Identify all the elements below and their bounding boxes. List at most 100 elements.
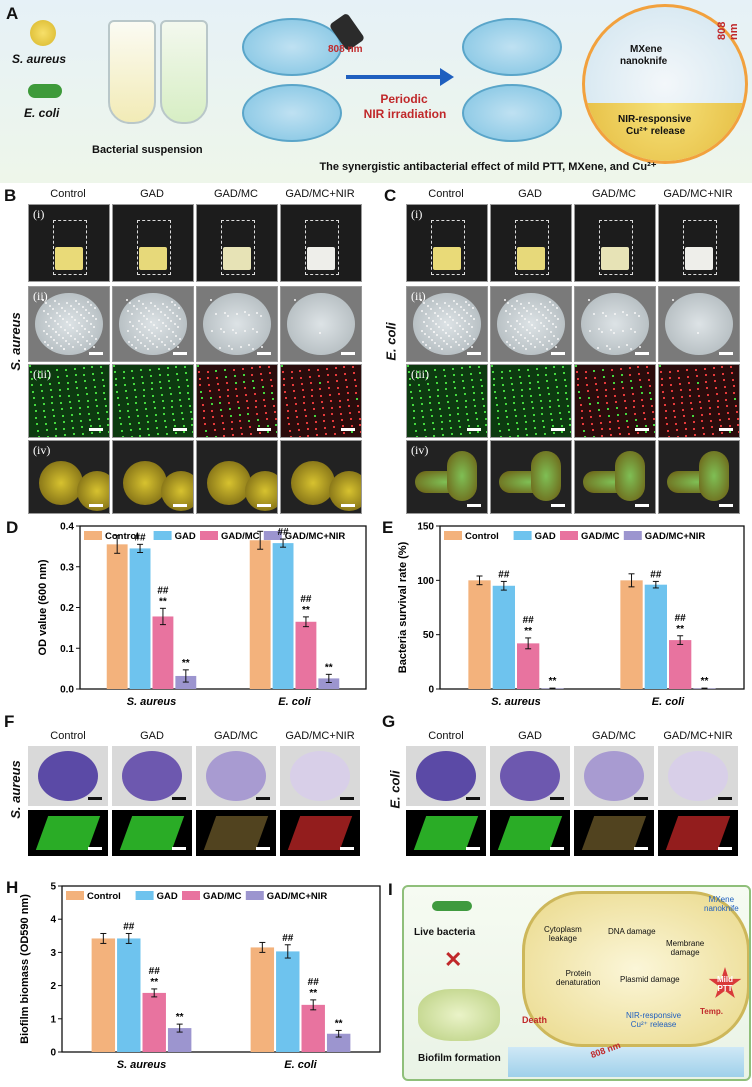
stain-dot — [639, 379, 641, 382]
crystal-violet-well — [121, 750, 183, 802]
colony-dot — [93, 307, 96, 310]
significance-mark: ** — [159, 596, 167, 607]
stain-dot — [693, 427, 696, 430]
stain-dot — [434, 369, 437, 372]
stain-dot — [225, 382, 228, 385]
stain-dot — [159, 380, 162, 383]
crystal-violet-well — [205, 750, 267, 802]
process-arrow — [346, 68, 454, 86]
colony-dot — [210, 329, 213, 332]
stain-dot — [68, 394, 71, 397]
stain-dot — [549, 406, 552, 409]
significance-mark: ## — [277, 527, 289, 538]
stain-dot — [638, 372, 641, 375]
colony-dot — [525, 328, 528, 331]
stain-dot — [65, 368, 67, 371]
stain-dot — [698, 394, 701, 397]
stain-dot — [579, 397, 581, 400]
stain-dot — [536, 374, 539, 377]
colony-dot — [127, 310, 130, 313]
stain-dot — [192, 430, 193, 433]
stain-dot — [55, 434, 58, 437]
stain-dot — [651, 404, 653, 407]
panel-g-row-label: E. coli — [387, 770, 403, 809]
stain-dot — [177, 385, 180, 388]
stain-dot — [557, 398, 560, 401]
colony-dot — [59, 345, 62, 348]
stain-dot — [409, 384, 412, 387]
stain-dot — [703, 433, 705, 436]
stain-dot — [589, 409, 592, 412]
vial-outline — [137, 220, 171, 276]
stain-dot — [643, 418, 646, 421]
colony-dot — [159, 330, 162, 333]
stain-dot — [272, 398, 275, 401]
colony-dot — [422, 321, 425, 324]
colony-dot — [137, 319, 140, 322]
colony-dot — [612, 332, 615, 335]
stain-dot — [45, 429, 48, 432]
column-header: GAD/MC+NIR — [663, 188, 733, 200]
sem-bacterium — [615, 451, 645, 501]
stain-dot — [659, 371, 662, 374]
stain-dot — [460, 367, 463, 370]
stain-dot — [661, 384, 664, 387]
colony-dot — [247, 314, 250, 317]
stain-dot — [198, 377, 201, 380]
stain-dot — [691, 408, 693, 411]
stain-dot — [166, 367, 169, 370]
y-tick-label: 0 — [50, 1048, 56, 1059]
colony-dot — [60, 306, 63, 309]
stain-dot — [565, 391, 568, 394]
crystal-violet-well — [667, 750, 729, 802]
tube-s-aureus — [108, 20, 156, 124]
colony-dot — [65, 320, 68, 323]
stain-dot — [727, 411, 729, 414]
colony-dot — [144, 306, 147, 309]
stain-dot — [273, 404, 275, 407]
stain-dot — [264, 405, 267, 408]
nir-responsive-label: NIR-responsive — [618, 114, 692, 125]
colony-dot — [588, 329, 591, 332]
micrograph-cell: (i) — [406, 204, 488, 282]
stain-dot — [132, 376, 135, 379]
bacterium-surface — [585, 103, 745, 161]
colony-dot — [420, 299, 423, 302]
stain-dot — [447, 401, 449, 403]
colony-dot — [696, 332, 699, 335]
colony-dot — [548, 320, 551, 323]
stain-dot — [612, 381, 615, 384]
colony-dot — [444, 301, 447, 304]
stain-dot — [561, 431, 564, 434]
stain-dot — [479, 378, 482, 381]
stain-dot — [113, 365, 115, 367]
stain-dot — [667, 436, 670, 437]
stain-dot — [88, 412, 91, 415]
stain-dot — [220, 408, 223, 411]
panel-f-image-grid: F S. aureus Control GAD GAD/MC GAD/MC+NIR — [0, 710, 374, 858]
stain-dot — [676, 435, 679, 437]
colony-dot — [172, 312, 175, 315]
stain-dot — [353, 378, 356, 381]
stain-dot — [242, 374, 245, 377]
stain-dot — [123, 377, 126, 380]
stain-dot — [729, 431, 732, 434]
bar — [272, 543, 294, 689]
stain-dot — [499, 429, 501, 432]
panel-letter-b: B — [4, 186, 17, 205]
colony-dot — [84, 328, 87, 331]
colony-dot — [239, 346, 242, 349]
stain-dot — [679, 383, 681, 385]
colony-dot — [47, 343, 50, 346]
scale-bar — [89, 428, 103, 431]
legend-label: GAD — [535, 531, 556, 542]
stain-dot — [732, 385, 735, 388]
stain-dot — [715, 386, 717, 389]
stain-dot — [355, 391, 358, 394]
stain-dot — [735, 411, 738, 414]
stain-dot — [659, 365, 661, 367]
colony-dot — [170, 320, 173, 323]
stain-dot — [494, 390, 497, 393]
colony-dot — [420, 329, 423, 332]
significance-mark: ** — [335, 1018, 343, 1029]
